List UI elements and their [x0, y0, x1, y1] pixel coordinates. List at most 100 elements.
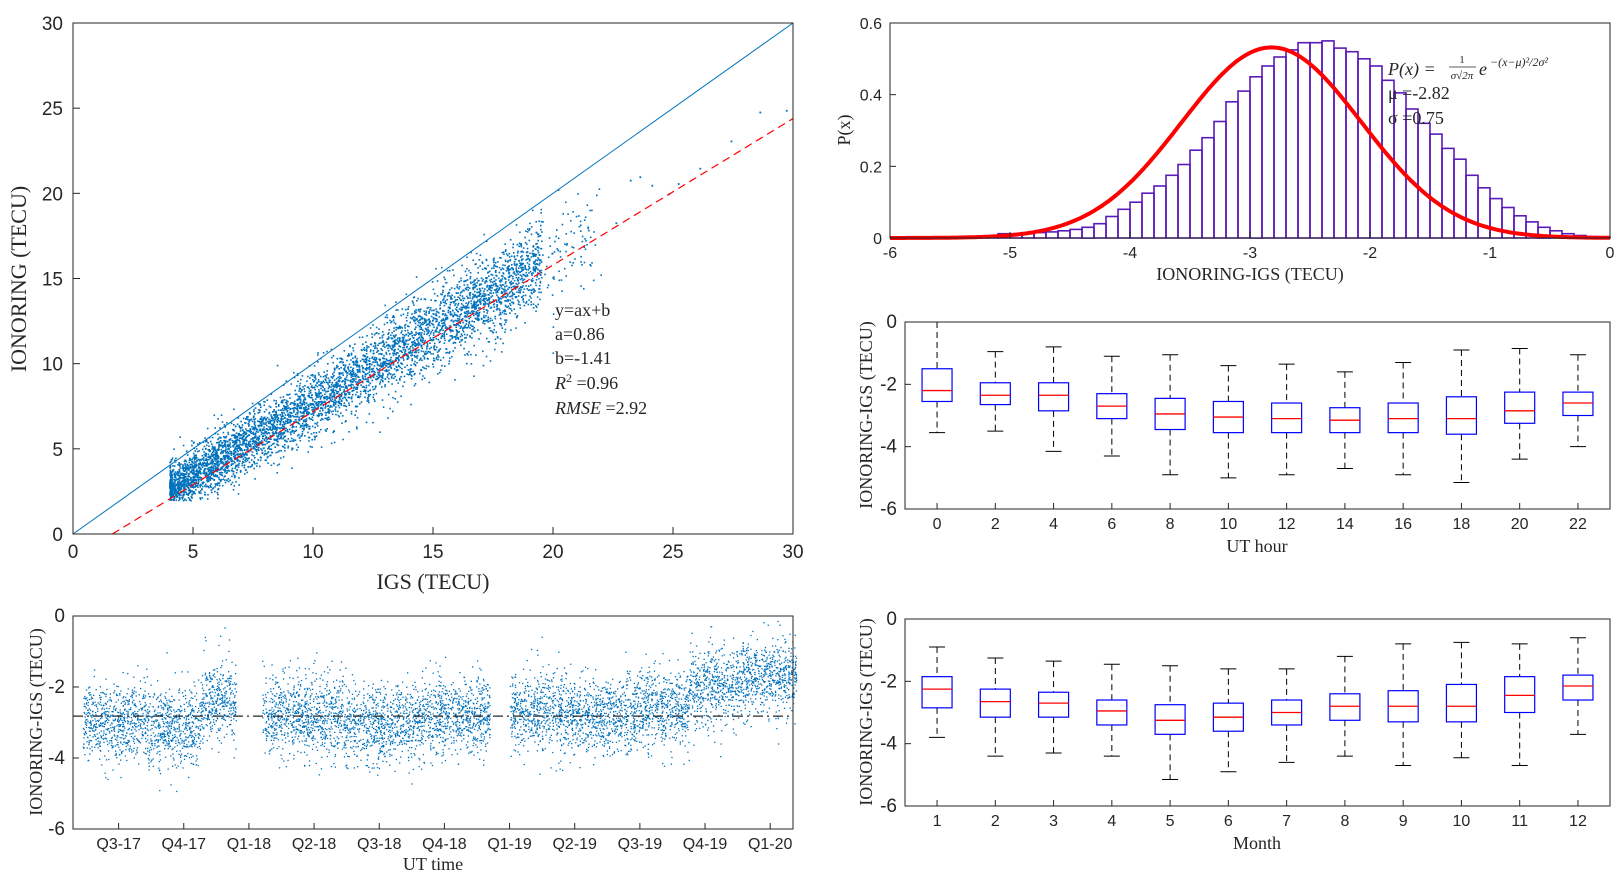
- scatter-point: [278, 419, 280, 422]
- scatter-point: [280, 427, 282, 429]
- scatter-points: [169, 109, 788, 502]
- scatter-point: [204, 462, 207, 465]
- scatter-point: [581, 264, 583, 266]
- scatter-point: [199, 467, 202, 470]
- scatter-point: [495, 291, 497, 294]
- scatter-point: [478, 290, 481, 293]
- scatter-point: [329, 398, 332, 400]
- scatter-point: [187, 497, 190, 499]
- scatter-point: [437, 323, 440, 326]
- scatter-point: [409, 317, 412, 319]
- scatter-point: [317, 415, 320, 418]
- scatter-point: [329, 381, 331, 384]
- scatter-point: [482, 320, 485, 323]
- scatter-point: [393, 349, 395, 352]
- scatter-point: [366, 346, 368, 349]
- scatter-point: [240, 443, 242, 446]
- scatter-point: [449, 357, 451, 360]
- scatter-point: [210, 460, 212, 462]
- scatter-point: [349, 379, 352, 382]
- scatter-point: [393, 377, 395, 380]
- scatter-point: [458, 288, 460, 290]
- scatter-point: [181, 484, 183, 486]
- scatter-point: [511, 292, 514, 294]
- scatter-point: [494, 289, 497, 292]
- scatter-point: [515, 267, 518, 269]
- scatter-point: [212, 450, 215, 453]
- scatter-point: [276, 421, 279, 423]
- scatter-point: [455, 333, 458, 336]
- scatter-point: [496, 337, 499, 339]
- scatter-point: [504, 309, 506, 311]
- scatter-point: [496, 304, 498, 306]
- scatter-point: [508, 292, 511, 295]
- scatter-point: [203, 470, 205, 472]
- scatter-point: [217, 447, 220, 450]
- scatter-point: [524, 264, 526, 267]
- scatter-point: [190, 482, 193, 484]
- scatter-point: [365, 348, 368, 351]
- scatter-point: [498, 308, 501, 310]
- scatter-point: [206, 485, 209, 487]
- scatter-point: [406, 345, 408, 348]
- scatter-point: [217, 497, 219, 500]
- scatter-point: [474, 313, 477, 316]
- scatter-point: [291, 425, 294, 427]
- scatter-point: [211, 446, 214, 448]
- scatter-point: [292, 438, 295, 441]
- scatter-point: [200, 473, 202, 475]
- scatter-point: [494, 348, 496, 351]
- scatter-point: [501, 292, 504, 294]
- scatter-point: [476, 312, 479, 314]
- scatter-point: [537, 268, 539, 271]
- scatter-point: [175, 489, 177, 492]
- scatter-point: [263, 447, 265, 449]
- scatter-point: [403, 375, 406, 378]
- scatter-point: [245, 418, 247, 420]
- scatter-point: [298, 407, 301, 409]
- scatter-point: [511, 309, 513, 312]
- scatter-point: [292, 408, 295, 410]
- scatter-point: [513, 293, 516, 295]
- scatter-point: [388, 332, 390, 334]
- scatter-point: [350, 366, 352, 369]
- scatter-point: [251, 402, 254, 405]
- scatter-point: [427, 350, 430, 353]
- scatter-point: [374, 371, 376, 374]
- scatter-point: [512, 301, 515, 304]
- scatter-point: [389, 373, 392, 376]
- scatter-point: [404, 329, 406, 332]
- scatter-point: [273, 414, 275, 416]
- scatter-point: [366, 345, 368, 347]
- scatter-point: [332, 388, 335, 390]
- scatter-point: [561, 223, 564, 226]
- scatter-point: [429, 320, 431, 323]
- scatter-point: [361, 365, 363, 367]
- scatter-point: [374, 373, 376, 376]
- scatter-point: [366, 367, 369, 369]
- scatter-point: [421, 321, 424, 324]
- scatter-point: [378, 353, 380, 355]
- scatter-point: [272, 426, 274, 429]
- scatter-point: [499, 279, 502, 281]
- scatter-point: [361, 386, 364, 388]
- scatter-point: [551, 294, 554, 296]
- scatter-point: [338, 375, 341, 378]
- scatter-point: [571, 264, 573, 267]
- scatter-point: [282, 433, 284, 436]
- scatter-point: [508, 272, 510, 274]
- scatter-point: [413, 304, 415, 306]
- scatter-point: [474, 294, 477, 296]
- scatter-point: [272, 411, 274, 413]
- scatter-point: [468, 351, 470, 353]
- scatter-point: [342, 438, 344, 441]
- scatter-point: [238, 477, 240, 479]
- scatter-point: [458, 319, 460, 322]
- scatter-point: [445, 302, 448, 305]
- scatter-point: [312, 399, 314, 402]
- scatter-point: [381, 362, 384, 364]
- scatter-point: [364, 349, 366, 352]
- scatter-point: [315, 394, 317, 396]
- scatter-point: [193, 464, 196, 466]
- scatter-point: [220, 471, 222, 474]
